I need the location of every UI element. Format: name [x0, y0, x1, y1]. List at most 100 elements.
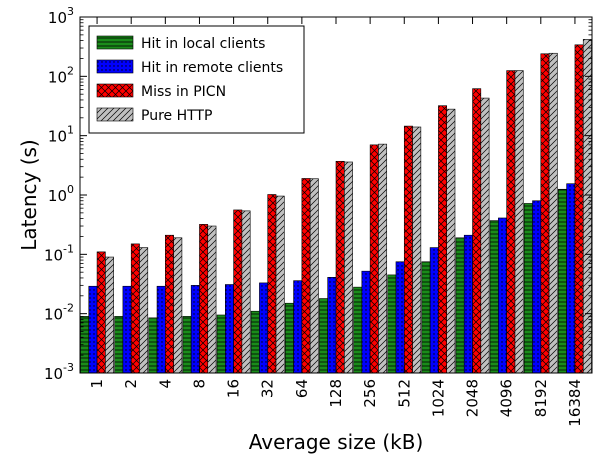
bar-1-512	[387, 274, 397, 374]
bar-2-1024	[429, 247, 439, 374]
legend-swatch-local	[96, 35, 134, 50]
y-tick-base: 10	[44, 365, 63, 383]
y-tick-label: 10-3	[44, 361, 74, 383]
y-tick-exponent: -2	[63, 302, 74, 315]
bar-2-256	[361, 270, 371, 374]
bar-3-128	[335, 160, 345, 374]
x-tick-label-2048: 2048	[464, 379, 482, 417]
y-tick-exponent: -1	[63, 242, 74, 255]
legend-swatch-remote	[96, 59, 134, 74]
bar-1-16	[216, 314, 226, 374]
bar-1-8192	[523, 203, 533, 374]
bar-4-32	[275, 195, 285, 374]
bar-2-128	[327, 277, 337, 374]
y-tick-exponent: 3	[67, 5, 74, 18]
y-tick-exponent: 2	[67, 64, 74, 77]
x-tick-label-64: 64	[293, 379, 311, 398]
bar-4-8	[207, 225, 217, 374]
bar-1-64	[284, 302, 294, 374]
x-tick-label-4: 4	[156, 379, 174, 389]
bar-2-4096	[498, 217, 507, 374]
bar-4-8192	[548, 52, 558, 374]
bar-3-8	[199, 224, 209, 374]
bar-2-16384	[566, 183, 576, 374]
y-tick-label: 100	[48, 183, 74, 205]
x-tick-label-32: 32	[259, 379, 277, 398]
bar-3-16	[233, 209, 243, 374]
bar-1-2048	[455, 237, 465, 374]
bar-2-2	[122, 285, 132, 374]
y-tick-base: 10	[44, 246, 63, 264]
bar-2-16	[225, 284, 234, 374]
bar-2-64	[293, 280, 303, 374]
y-tick-base: 10	[44, 306, 63, 324]
bar-1-8	[182, 316, 192, 374]
bar-1-128	[319, 298, 328, 374]
y-tick-label: 101	[48, 124, 74, 146]
y-tick-base: 10	[48, 187, 67, 205]
x-tick-label-8: 8	[190, 379, 208, 389]
bar-3-1	[96, 251, 106, 374]
legend-label-http: Pure HTTP	[141, 108, 212, 124]
bar-4-4	[173, 237, 183, 374]
bar-4-2	[139, 247, 149, 374]
bar-3-512	[403, 125, 413, 374]
bar-1-256	[353, 286, 363, 374]
bar-2-512	[395, 261, 405, 374]
bars-layer	[80, 39, 592, 374]
legend-label-remote: Hit in remote clients	[141, 60, 283, 76]
x-tick-label-8192: 8192	[532, 379, 550, 417]
y-tick-base: 10	[48, 128, 67, 146]
bar-2-2048	[463, 234, 473, 374]
legend-swatch-picn-miss	[96, 83, 134, 98]
bar-4-64	[309, 178, 319, 374]
y-tick-exponent: 0	[67, 183, 74, 196]
legend-label-local: Hit in local clients	[141, 36, 265, 52]
legend-label-picn-miss: Miss in PICN	[141, 84, 226, 100]
bar-3-16384	[574, 44, 584, 374]
bar-1-16384	[558, 188, 567, 374]
y-tick-label: 103	[48, 5, 74, 27]
bar-3-64	[301, 178, 311, 374]
legend: Hit in local clients Hit in remote clien…	[88, 25, 305, 134]
bar-2-8	[190, 285, 200, 374]
bar-4-16	[241, 210, 251, 374]
y-tick-base: 10	[48, 68, 67, 86]
y-tick-label: 10-2	[44, 302, 74, 324]
x-tick-label-128: 128	[327, 379, 345, 408]
bar-2-32	[259, 282, 269, 374]
x-axis-title: Average size (kB)	[249, 430, 424, 454]
bar-2-8192	[532, 200, 542, 374]
bar-2-1	[88, 285, 98, 374]
bar-3-2048	[472, 88, 482, 374]
bar-4-512	[412, 126, 422, 374]
bar-3-256	[369, 144, 379, 374]
bar-4-1	[105, 256, 114, 374]
bar-1-4	[148, 317, 158, 374]
legend-swatch-http	[96, 107, 134, 122]
y-tick-exponent: 1	[67, 124, 74, 137]
bar-4-2048	[480, 97, 490, 374]
x-tick-label-256: 256	[361, 379, 379, 408]
plot-frame	[79, 16, 593, 374]
x-tick-label-1024: 1024	[429, 379, 447, 417]
bar-3-8192	[540, 53, 550, 374]
y-tick-label: 102	[48, 64, 74, 86]
y-tick-base: 10	[48, 9, 67, 27]
x-tick-label-2: 2	[122, 379, 140, 389]
bar-3-1024	[438, 105, 447, 374]
bar-3-2	[130, 243, 140, 374]
bar-3-4096	[506, 70, 516, 374]
x-tick-label-1: 1	[88, 379, 106, 389]
y-axis-title: Latency (s)	[17, 139, 41, 250]
y-tick-label: 10-1	[44, 242, 74, 264]
x-tick-label-16: 16	[225, 379, 243, 398]
x-tick-label-512: 512	[395, 379, 413, 408]
x-tick-label-16384: 16384	[566, 379, 584, 427]
bar-2-4	[156, 285, 166, 374]
bar-4-256	[378, 143, 388, 374]
bar-1-4096	[489, 220, 499, 374]
bar-4-4096	[514, 70, 524, 374]
